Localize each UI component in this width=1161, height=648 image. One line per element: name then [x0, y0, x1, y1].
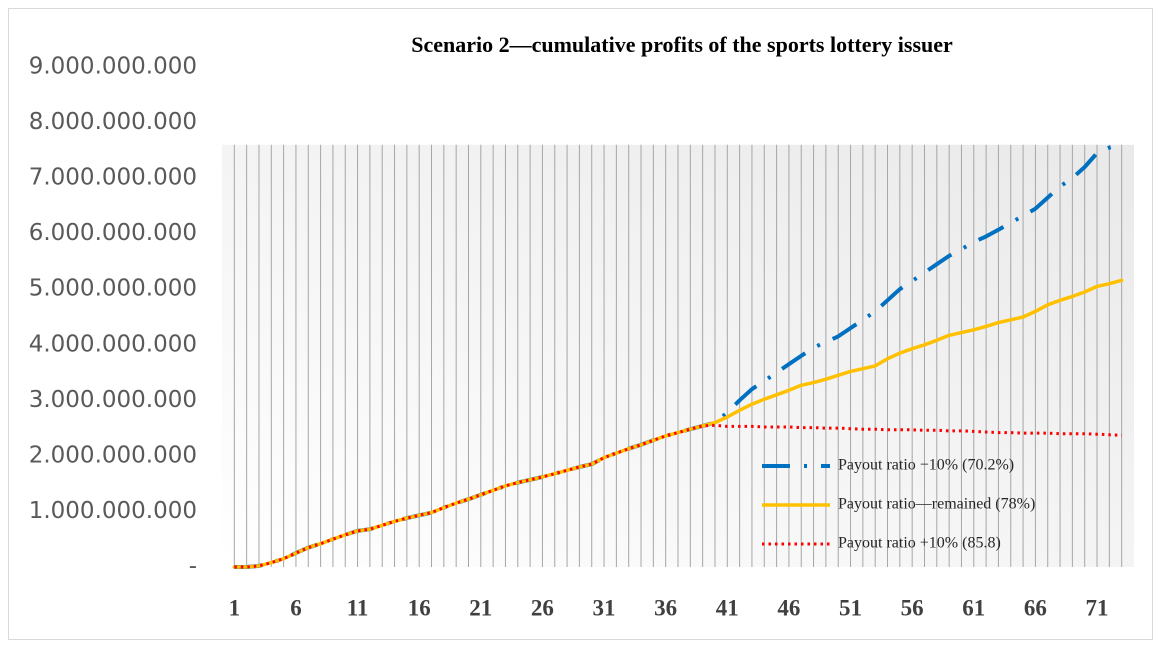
plot-area: - 1.000.000.000 2.000.000.000 3.000.000.000… — [29, 54, 1134, 620]
y-tick-label: 3.000.000.000 — [29, 387, 197, 413]
x-tick-label: 11 — [347, 595, 369, 620]
y-tick-label: 9.000.000.000 — [29, 54, 197, 80]
x-tick-label: 61 — [962, 595, 985, 620]
y-tick-label: 1.000.000.000 — [29, 498, 197, 524]
y-tick-label: 2.000.000.000 — [29, 442, 197, 468]
legend-label: Payout ratio −10% (70.2%) — [838, 457, 1014, 474]
x-tick-label: 66 — [1024, 595, 1047, 620]
series-line — [232, 278, 1124, 569]
legend: Payout ratio −10% (70.2%) Payout ratio—re… — [762, 457, 1035, 552]
y-tick-label: 8.000.000.000 — [29, 109, 197, 135]
x-tick-label: 16 — [408, 595, 431, 620]
x-tick-label: 71 — [1086, 595, 1109, 620]
y-tick-label: 5.000.000.000 — [29, 276, 197, 302]
legend-label: Payout ratio +10% (85.8) — [838, 535, 1001, 552]
y-tick-label: 6.000.000.000 — [29, 220, 197, 246]
x-tick-label: 56 — [901, 595, 924, 620]
chart-title: Scenario 2—cumulative profits of the spo… — [411, 32, 953, 57]
y-tick-label: - — [189, 554, 197, 580]
x-tick-label: 1 — [229, 595, 241, 620]
legend-label: Payout ratio—remained (78%) — [838, 496, 1035, 513]
y-tick-label: 4.000.000.000 — [29, 331, 197, 357]
x-tick-label: 36 — [654, 595, 677, 620]
x-tick-label: 31 — [593, 595, 616, 620]
x-tick-label: 46 — [777, 595, 800, 620]
x-tick-label: 6 — [290, 595, 302, 620]
y-tick-label: 7.000.000.000 — [29, 165, 197, 191]
x-tick-label: 26 — [531, 595, 554, 620]
series-line — [234, 423, 1122, 569]
x-tick-label: 51 — [839, 595, 862, 620]
x-tick-label: 41 — [716, 595, 739, 620]
x-tick-label: 21 — [469, 595, 492, 620]
